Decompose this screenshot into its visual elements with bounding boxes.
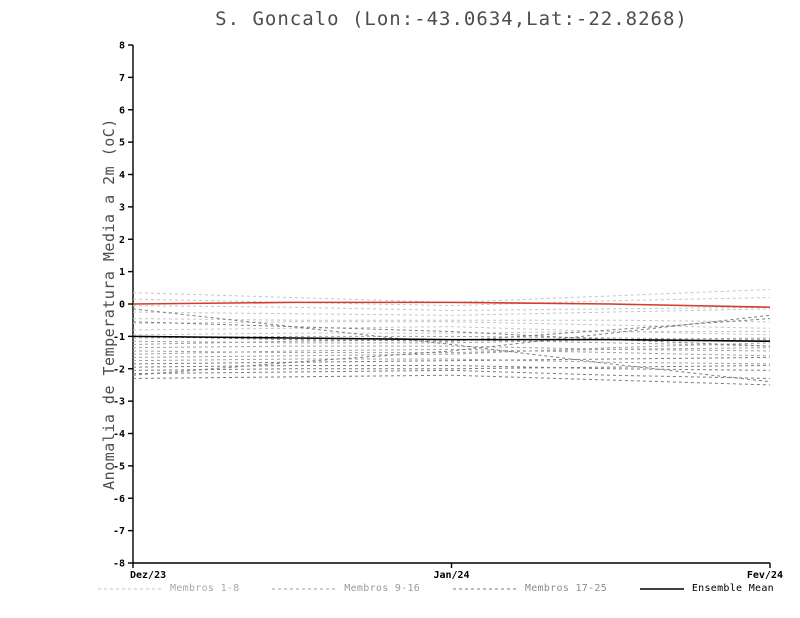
y-tick-label: 3 (119, 202, 125, 213)
y-tick-label: -4 (113, 429, 125, 440)
x-tick-label: Dez/23 (130, 570, 166, 581)
legend-line-sample (98, 588, 162, 589)
legend-item-m1_8: Membros 1-8 (98, 583, 240, 594)
series-membro-18 (132, 365, 771, 371)
x-tick-label: Jan/24 (433, 570, 469, 581)
series-highlight (132, 301, 771, 309)
series-membro-13 (132, 347, 771, 354)
y-tick-label: -8 (113, 559, 125, 570)
legend-item-m9_16: Membros 9-16 (272, 583, 420, 594)
series-membro-21 (132, 374, 771, 386)
y-tick-label: 1 (119, 267, 125, 278)
series-membro-15 (132, 342, 771, 358)
legend: Membros 1-8 Membros 9-16 Membros 17-25 Ense… (98, 583, 774, 594)
series-membro-1 (132, 288, 771, 303)
y-tick-label: 8 (119, 41, 125, 52)
y-tick-label: 2 (119, 235, 125, 246)
legend-line-sample (452, 588, 517, 589)
legend-line-sample (639, 587, 684, 590)
series-membro-17 (132, 356, 771, 365)
legend-label-m9_16: Membros 9-16 (344, 583, 421, 594)
series-membro-5 (132, 318, 771, 323)
series-membro-12 (132, 345, 771, 352)
series-membro-9 (132, 335, 771, 341)
legend-label-m17_25: Membros 17-25 (524, 583, 608, 594)
series-membro-16 (132, 358, 771, 365)
y-tick-label: 6 (119, 105, 125, 116)
series-membro-3 (132, 305, 771, 311)
y-tick-label: -1 (113, 332, 125, 343)
series-membro-2 (132, 297, 771, 307)
legend-item-m17_25: Membros 17-25 (452, 583, 608, 594)
series-membro-6 (132, 321, 771, 329)
legend-line-sample (272, 588, 337, 589)
y-tick-label: 0 (119, 300, 125, 311)
y-tick-label: -7 (113, 526, 125, 537)
legend-label-m1_8: Membros 1-8 (170, 583, 240, 594)
y-tick-label: -3 (113, 397, 125, 408)
y-tick-label: 5 (119, 138, 125, 149)
series-membro-7 (132, 326, 771, 336)
y-tick-label: -6 (113, 494, 125, 505)
series-membro-20 (132, 369, 771, 379)
legend-item-mean: Ensemble Mean (639, 583, 774, 594)
y-tick-label: -2 (113, 364, 125, 375)
series-membro-22 (132, 308, 771, 383)
y-tick-label: 4 (119, 170, 125, 181)
chart-title: S. Goncalo (Lon:-43.0634,Lat:-22.8268) (215, 8, 688, 30)
series-membro-14 (132, 348, 771, 357)
legend-label-mean: Ensemble Mean (691, 583, 774, 594)
series-membro-10 (132, 337, 771, 344)
series-membro-4 (132, 308, 771, 316)
y-tick-label: -5 (113, 461, 125, 472)
series-membro-25 (132, 318, 771, 342)
series-membro-19 (132, 365, 771, 371)
x-tick-label: Fev/24 (747, 570, 783, 581)
series-ensemble-mean (132, 335, 771, 343)
series-membro-24 (132, 321, 771, 347)
series-membro-23 (132, 314, 771, 376)
y-tick-label: 7 (119, 73, 125, 84)
series-membro-8 (132, 331, 770, 336)
